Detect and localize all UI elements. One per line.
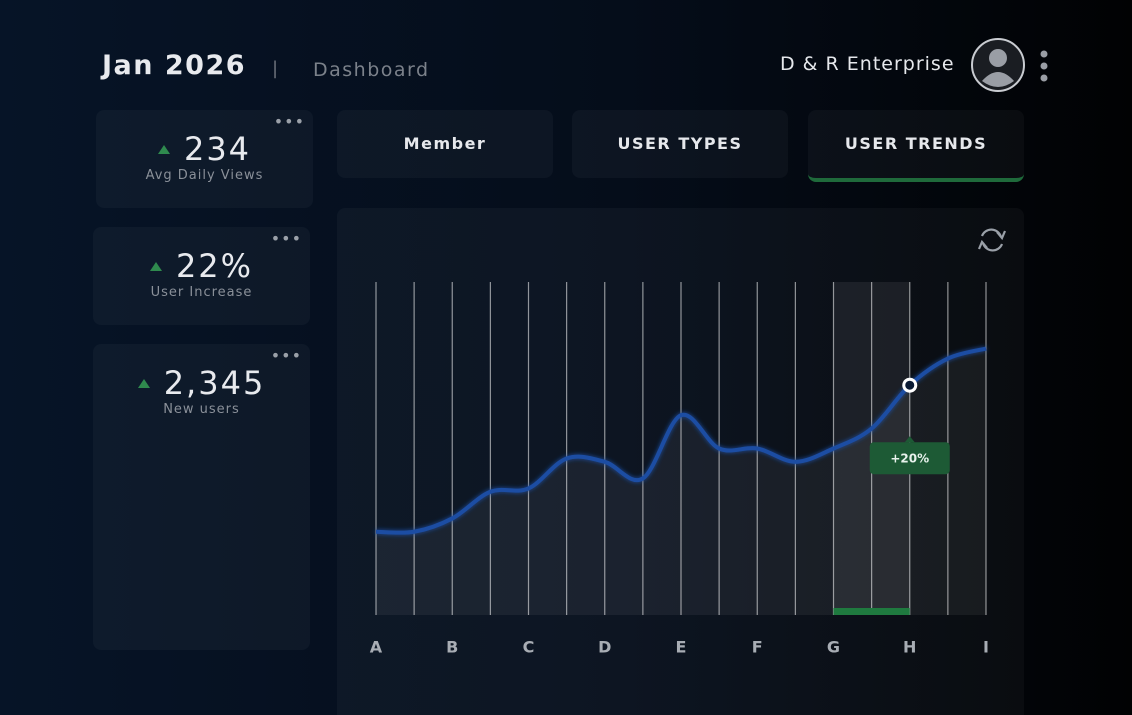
- stat-label: New users: [163, 402, 240, 417]
- tab[interactable]: USER TRENDS: [808, 110, 1024, 182]
- x-tick-label: D: [598, 638, 611, 657]
- highlight-point: [902, 377, 918, 393]
- stat-card[interactable]: ••• 22% User Increase: [93, 227, 310, 325]
- x-tick-label: C: [523, 638, 535, 657]
- x-tick-label: I: [983, 638, 989, 657]
- card-menu[interactable]: •••: [273, 112, 305, 131]
- tooltip: [869, 442, 950, 475]
- stat-value: 2,345: [93, 364, 310, 402]
- account-icons[interactable]: [970, 37, 1060, 95]
- card-menu[interactable]: •••: [270, 346, 302, 365]
- stat-card[interactable]: ••• 2,345 New users: [93, 344, 310, 650]
- company-name: D & R Enterprise: [780, 53, 955, 75]
- stat-label: User Increase: [150, 285, 253, 300]
- stat-value: 234: [96, 130, 313, 168]
- separator: |: [272, 58, 279, 79]
- section-title: Dashboard: [313, 59, 430, 81]
- x-tick-label: G: [827, 638, 840, 657]
- tooltip-pointer: [904, 436, 915, 443]
- x-tick-label: H: [903, 638, 916, 657]
- tooltip-label: +20%: [890, 452, 929, 466]
- x-tick-label: F: [752, 638, 763, 657]
- x-tick-label: A: [370, 638, 383, 657]
- tab[interactable]: Member: [337, 110, 553, 178]
- refresh-icon[interactable]: [977, 228, 1007, 252]
- x-tick-label: E: [676, 638, 687, 657]
- highlight-bar: [833, 608, 910, 615]
- card-menu[interactable]: •••: [270, 229, 302, 248]
- line: [375, 346, 987, 535]
- stat-label: Avg Daily Views: [145, 168, 264, 183]
- chart: A B C D E F G H I +20%: [370, 228, 1007, 657]
- date-title: Jan 2026: [102, 50, 247, 81]
- x-tick-label: B: [446, 638, 458, 657]
- tab[interactable]: USER TYPES: [572, 110, 788, 178]
- stat-value: 22%: [93, 247, 310, 285]
- stat-card[interactable]: ••• 234 Avg Daily Views: [96, 110, 313, 208]
